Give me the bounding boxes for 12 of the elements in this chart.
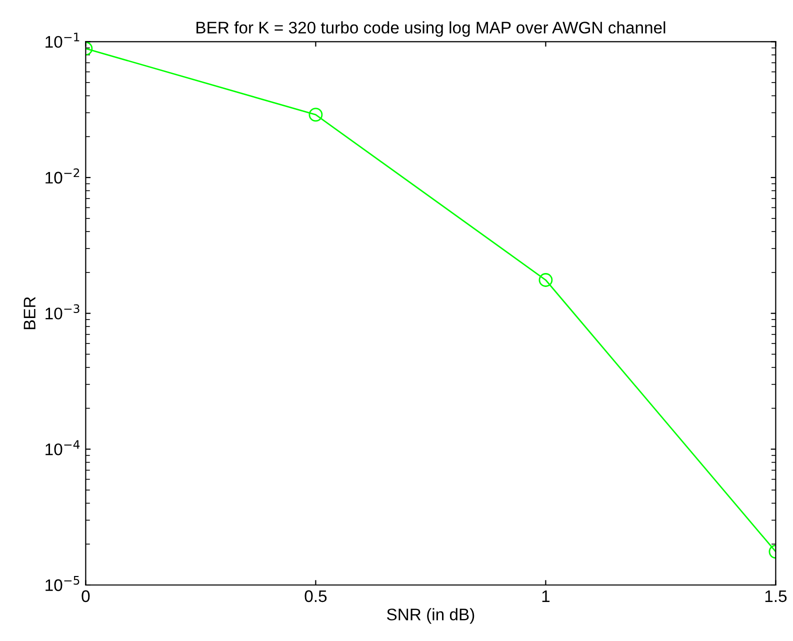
x-tick-label: 1 [542, 590, 550, 602]
y-tick-label: 10$^{−3}$ [46, 304, 80, 320]
x-tick-label: 0 [82, 590, 90, 602]
x-axis-title: SNR (in dB) [387, 608, 474, 624]
y-tick-label: 10$^{−5}$ [46, 576, 80, 592]
y-tick-label: 10$^{−1}$ [46, 32, 80, 48]
chart-title: BER for K = 320 turbo code using log MAP over AWGN channel [196, 21, 666, 37]
x-tick-label: 0.5 [304, 590, 327, 602]
y-axis-title: BER [24, 296, 36, 330]
y-tick-label: 10$^{−4}$ [46, 440, 80, 456]
y-tick-label: 10$^{−2}$ [46, 168, 80, 184]
x-tick-label: 1.5 [765, 590, 787, 602]
